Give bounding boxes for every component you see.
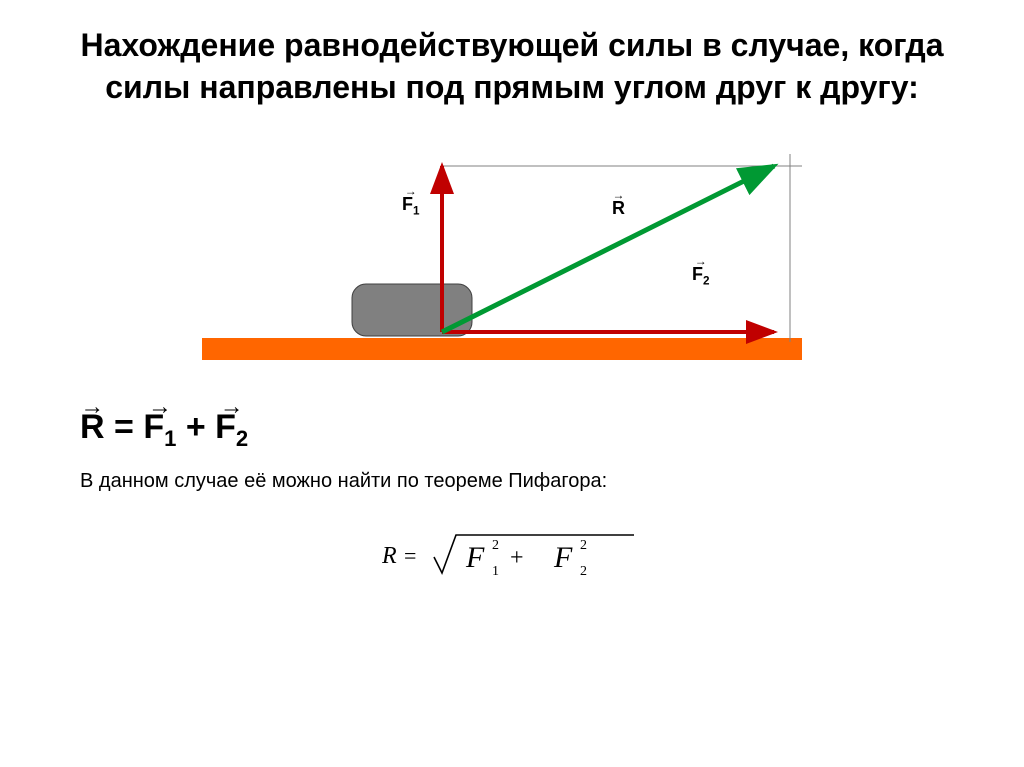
svg-text:2: 2 [580,538,587,553]
svg-text:F: F [465,541,485,574]
svg-text:1: 1 [492,564,499,579]
pythagoras-note: В данном случае её можно найти по теорем… [80,470,1024,493]
vector-formula: R = F1 + F2 [80,408,1024,452]
svg-text:+: + [510,545,524,571]
svg-text:2: 2 [492,538,499,553]
svg-text:R: R [382,543,397,569]
magnitude-formula: R = F12 + F22 [0,523,1024,588]
label-r: →R [612,192,625,219]
svg-text:2: 2 [580,564,587,579]
svg-text:=: = [404,543,416,568]
svg-text:F: F [553,541,573,574]
force-diagram: →F1 →R →F2 [162,128,862,378]
diagram-svg [162,128,862,378]
sqrt-svg: R = F12 + F22 [382,523,642,583]
label-f2: →F2 [692,258,710,288]
label-f1: →F1 [402,188,420,218]
page-title: Нахождение равнодействующей силы в случа… [0,0,1024,118]
